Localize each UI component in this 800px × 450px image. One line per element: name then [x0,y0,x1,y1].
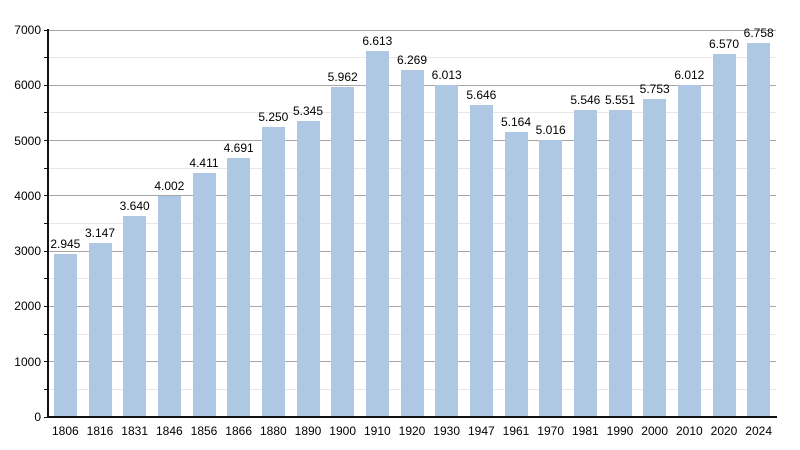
bar-value-label: 5.164 [500,115,532,129]
bar-value-label: 4.691 [223,141,254,155]
x-tick-label: 2020 [710,424,738,438]
y-tick-label: 4000 [14,188,41,203]
bar-value-label: 5.646 [466,88,497,102]
y-axis-tick [44,112,48,114]
y-tick-label: 0 [34,410,41,424]
bar-1831 [123,216,147,417]
x-tick-label: 1866 [225,424,252,438]
y-axis-line [47,29,49,418]
bar-value-label: 3.147 [84,226,116,240]
bar-2020 [712,54,736,417]
bar-1947 [469,105,493,417]
x-tick-label: 1806 [51,424,79,438]
y-axis-tick [44,416,48,418]
bar-1816 [88,243,112,417]
y-tick-label: 3000 [14,244,41,259]
x-tick-label: 1856 [190,424,218,438]
x-tick-label: 2000 [641,424,668,438]
y-axis-tick [44,29,48,31]
bar-value-label: 4.411 [189,156,219,170]
bar-1890 [296,121,320,417]
y-axis-tick [44,223,48,224]
gridline-minor [48,57,776,59]
bar-value-label: 6.269 [396,53,428,67]
bar-value-label: 5.962 [327,70,358,84]
bar-1981 [573,110,597,417]
x-tick-label: 1930 [433,424,460,438]
bar-value-label: 6.013 [431,68,462,82]
bar-value-label: 6.570 [708,37,740,51]
bar-value-label: 5.016 [535,123,566,137]
y-tick-label: 2000 [14,299,41,314]
bar-1880 [261,127,285,417]
bar-1866 [227,158,251,417]
bar-value-label: 6.613 [362,34,393,48]
y-tick-label: 6000 [14,78,41,93]
bar-1920 [400,70,424,417]
bar-1856 [192,173,216,417]
y-axis-tick [44,140,48,142]
x-tick-label: 1920 [398,424,426,438]
x-tick-label: 1890 [294,424,322,438]
x-tick-label: 1910 [363,424,391,438]
bar-value-label: 6.758 [743,26,774,40]
y-axis-tick [44,167,48,169]
y-tick-label: 7000 [14,23,41,37]
x-axis-line [47,416,777,418]
y-axis-tick [44,388,48,390]
x-tick-label: 1846 [155,424,183,438]
bar-1961 [504,132,528,417]
gridline-major [48,29,776,31]
x-tick-label: 1990 [606,424,634,438]
bar-value-label: 3.640 [119,199,150,213]
y-axis-tick [44,305,48,307]
bar-1806 [53,254,77,417]
bar-value-label: 5.250 [258,110,289,124]
x-tick-label: 1831 [121,424,148,438]
x-tick-label: 1816 [86,424,114,438]
bar-1930 [435,85,459,417]
bar-value-label: 5.753 [639,82,670,96]
bar-value-label: 5.546 [570,93,601,107]
x-tick-label: 1981 [571,424,599,438]
y-axis-tick [44,333,48,335]
x-tick-label: 2024 [745,424,772,438]
bar-1900 [331,87,355,417]
y-axis-tick [44,84,48,86]
y-axis-tick [44,250,48,252]
bar-2024 [747,43,771,417]
y-axis-tick [44,57,48,59]
x-tick-label: 1970 [537,424,564,438]
bar-value-label: 4.002 [154,179,185,193]
y-axis-tick [44,278,48,280]
bar-1910 [365,51,389,417]
bar-1970 [539,140,563,417]
x-tick-label: 2010 [675,424,703,438]
x-tick-label: 1947 [467,424,495,438]
y-tick-label: 1000 [14,354,41,369]
bar-2010 [677,85,701,417]
bar-value-label: 2.945 [50,237,81,251]
bar-value-label: 6.012 [674,68,705,82]
y-tick-label: 5000 [14,133,41,148]
bar-value-label: 5.345 [292,104,324,118]
y-axis-tick [44,361,48,363]
x-tick-label: 1900 [329,424,356,438]
y-axis-tick [44,195,48,197]
bar-1846 [157,196,181,417]
x-tick-label: 1880 [259,424,287,438]
bar-value-label: 5.551 [604,93,636,107]
bar-2000 [643,99,667,417]
bar-1990 [608,110,632,417]
x-tick-label: 1961 [502,424,530,438]
